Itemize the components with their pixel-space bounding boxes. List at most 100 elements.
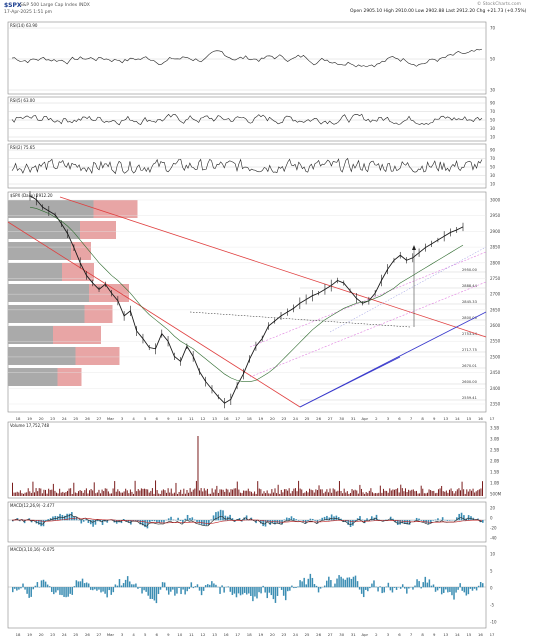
volume-bar [216, 485, 218, 496]
price-x-axis-label: 5 [144, 416, 147, 421]
rsi2-panel-tick: 50 [490, 165, 496, 170]
bottom-x-axis-label: 11 [189, 632, 194, 637]
volume-bar [26, 492, 28, 496]
macd2-histogram-bar [135, 583, 137, 588]
macd2-histogram-bar [112, 587, 115, 593]
macd2-histogram-bar [295, 587, 297, 588]
volume-bar [318, 485, 320, 496]
macd2-histogram-bar [340, 576, 342, 588]
macd2-histogram-bar [229, 587, 232, 592]
volume-bar [455, 491, 457, 496]
price-x-axis-label: 24 [293, 416, 298, 421]
macd2-histogram-bar [237, 587, 240, 594]
price-x-axis-label: 13 [212, 416, 217, 421]
volume-bar [359, 484, 361, 496]
volume-bar [441, 485, 443, 496]
macd1-histogram-bar [415, 517, 418, 521]
macd2-histogram-bar [67, 587, 69, 597]
macd1-histogram-bar [94, 520, 97, 525]
macd2-histogram-bar [211, 581, 213, 588]
volume-bar [81, 490, 83, 496]
macd2-histogram-bar [165, 587, 168, 591]
volume-by-price-bar [62, 263, 94, 281]
volume-bar [222, 489, 224, 496]
volume-bar [456, 489, 458, 496]
volume-bar [59, 488, 61, 496]
macd2-histogram-bar [451, 587, 453, 596]
bottom-x-axis-label: 5 [144, 632, 147, 637]
volume-bar [458, 488, 460, 496]
macd1-histogram-bar [238, 518, 241, 521]
rsi2-panel-tick: 30 [490, 173, 496, 178]
macd2-histogram-bar [233, 587, 236, 594]
macd2-histogram-bar [57, 587, 59, 591]
macd1-histogram-bar [321, 517, 323, 521]
bottom-x-axis-label: 12 [201, 632, 206, 637]
volume-bar [147, 489, 149, 496]
volume-bar [136, 491, 138, 496]
volume-by-price-bar [8, 263, 62, 281]
volume-bar [475, 491, 477, 496]
macd2-histogram-bar [223, 587, 225, 593]
rsi2-panel-tick: 70 [490, 156, 496, 161]
macd2-histogram-bar [344, 579, 346, 588]
macd2-histogram-bar [122, 583, 125, 588]
volume-bar [183, 488, 185, 496]
volume-by-price-bar [8, 200, 94, 218]
macd2-histogram-bar [128, 581, 131, 588]
macd1-histogram-bar [309, 518, 312, 521]
volume-bar [283, 489, 285, 496]
rsi5-panel-tick: 90 [490, 101, 496, 106]
volume-bar [326, 489, 328, 496]
price-x-axis-label: 18 [247, 416, 252, 421]
level-label: 2670.01 [462, 364, 477, 368]
volume-bar [197, 436, 199, 496]
volume-bar [30, 492, 32, 496]
macd1-histogram-bar [361, 519, 364, 521]
volume-bar [27, 488, 29, 496]
volume-bar [320, 489, 322, 496]
volume-bar [45, 489, 47, 496]
volume-bar [403, 491, 405, 496]
volume-bar [93, 482, 95, 496]
volume-bar [79, 490, 81, 496]
macd2-histogram-bar [108, 587, 110, 591]
macd2-histogram-bar [73, 586, 76, 588]
macd1-histogram-bar [217, 511, 220, 521]
bottom-x-axis-label: 13 [443, 632, 448, 637]
macd1-histogram-bar [470, 516, 472, 521]
macd1-line [11, 514, 483, 527]
volume-bar [255, 493, 257, 496]
volume-bar [426, 492, 428, 496]
bottom-x-axis-label: 27 [97, 632, 102, 637]
volume-bar [307, 492, 309, 496]
volume-bar [15, 492, 17, 496]
price-x-axis-label: 15 [466, 416, 471, 421]
rsi14-panel-line [11, 48, 483, 68]
bottom-x-axis-label: 30 [339, 632, 344, 637]
volume-bar [65, 492, 67, 496]
volume-by-price-bar [84, 305, 113, 323]
macd2-histogram-bar [268, 587, 271, 593]
volume-bar [178, 491, 180, 496]
macd2-histogram-bar [326, 580, 328, 588]
macd1-axis-tick: -40 [490, 536, 497, 541]
macd1-histogram-bar [156, 520, 158, 523]
macd1-histogram-bar [311, 518, 314, 521]
volume-bar [371, 492, 373, 496]
macd1-histogram-bar [340, 518, 342, 521]
macd1-histogram-bar [375, 514, 378, 521]
volume-bar [329, 488, 331, 496]
price-line [29, 195, 464, 404]
macd2-histogram-bar [284, 587, 287, 601]
macd1-histogram-bar [28, 518, 31, 521]
bottom-x-axis-label: 31 [351, 632, 356, 637]
volume-bar [148, 492, 150, 496]
price-x-axis-label: 11 [189, 416, 194, 421]
macd1-histogram-bar [85, 519, 87, 521]
rsi14-panel-label: RSI(14) 63.90 [10, 23, 38, 28]
macd1-histogram-bar [356, 518, 359, 521]
volume-bar [343, 488, 345, 496]
bottom-x-axis-label: 25 [305, 632, 310, 637]
macd1-axis-tick: 0 [490, 516, 493, 521]
